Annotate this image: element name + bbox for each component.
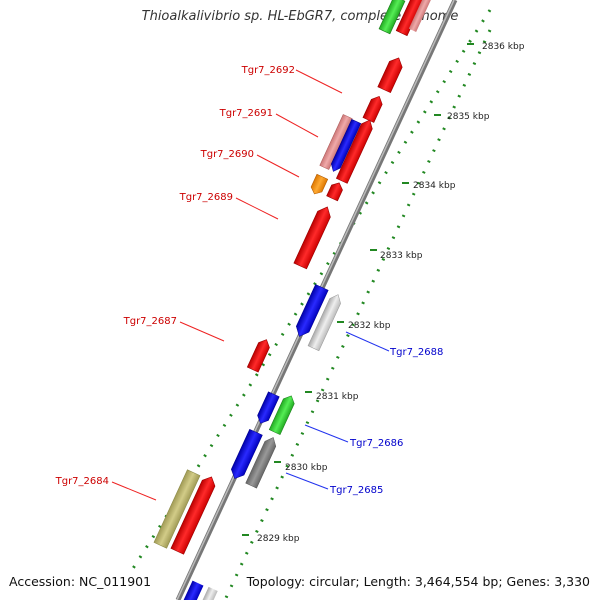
tick-label-2836: 2836 kbp <box>482 42 525 52</box>
leader-line-tgr7-2691 <box>275 113 319 138</box>
gene-feature-red-c[interactable] <box>335 118 375 184</box>
tick-label-2831: 2831 kbp <box>316 392 359 402</box>
gene-feature-tgr7-2692[interactable] <box>377 55 405 94</box>
gene-feature-red-d[interactable] <box>326 180 345 202</box>
accession-text: Accession: NC_011901 <box>9 574 152 589</box>
gene-label-tgr7-2692[interactable]: Tgr7_2692 <box>241 65 295 76</box>
gene-feature-top-green[interactable] <box>378 0 406 35</box>
gene-feature-tgr7-2691-blue[interactable] <box>329 119 362 173</box>
leader-line-tgr7-2684 <box>111 481 157 501</box>
gene-feature-tgr7-2685[interactable] <box>245 435 279 489</box>
gene-feature-tgr7-2687[interactable] <box>246 337 272 373</box>
leader-line-tgr7-2692 <box>295 69 343 94</box>
gene-feature-bottom-blue[interactable] <box>182 580 204 600</box>
leader-line-tgr7-2690 <box>256 154 300 178</box>
gene-label-tgr7-2690[interactable]: Tgr7_2690 <box>200 149 254 160</box>
gene-label-tgr7-2689[interactable]: Tgr7_2689 <box>179 192 233 203</box>
map-title: Thioalkalivibrio sp. HL-EbGR7, complete … <box>141 9 459 24</box>
gene-feature-blue-2688[interactable] <box>293 284 329 339</box>
gene-feature-tgr7-2690[interactable] <box>309 173 329 196</box>
tick-label-2834: 2834 kbp <box>413 181 456 191</box>
leader-line-tgr7-2688 <box>345 331 390 352</box>
gene-feature-tgr7-2688[interactable] <box>307 292 344 352</box>
genome-summary-text: Topology: circular; Length: 3,464,554 bp… <box>246 574 590 589</box>
gene-feature-blue-c[interactable] <box>228 428 263 481</box>
gene-feature-red-e[interactable] <box>170 474 218 555</box>
gene-feature-top-pink[interactable] <box>408 0 432 33</box>
gene-label-tgr7-2688[interactable]: Tgr7_2688 <box>389 347 443 358</box>
leader-line-tgr7-2686 <box>304 424 349 443</box>
leader-line-tgr7-2687 <box>179 321 225 342</box>
leader-line-tgr7-2689 <box>235 197 279 220</box>
gene-feature-tgr7-2689[interactable] <box>293 204 334 270</box>
gene-label-tgr7-2684[interactable]: Tgr7_2684 <box>55 476 109 487</box>
gene-feature-red-b[interactable] <box>362 94 385 123</box>
leader-line-tgr7-2685 <box>285 472 329 490</box>
tick-label-2829: 2829 kbp <box>257 534 300 544</box>
tick-label-2832: 2832 kbp <box>348 321 391 331</box>
gene-feature-bottom-light[interactable] <box>200 586 218 600</box>
gene-label-tgr7-2685[interactable]: Tgr7_2685 <box>329 485 383 496</box>
tick-label-2830: 2830 kbp <box>285 463 328 473</box>
gene-feature-tgr7-2684[interactable] <box>153 469 201 549</box>
gene-feature-blue-b[interactable] <box>255 391 280 426</box>
gene-label-tgr7-2691[interactable]: Tgr7_2691 <box>219 108 273 119</box>
gene-label-tgr7-2687[interactable]: Tgr7_2687 <box>123 316 177 327</box>
tick-label-2833: 2833 kbp <box>380 251 423 261</box>
gene-feature-tgr7-2686[interactable] <box>268 393 297 436</box>
gene-label-tgr7-2686[interactable]: Tgr7_2686 <box>349 438 403 449</box>
tick-label-2835: 2835 kbp <box>447 112 490 122</box>
